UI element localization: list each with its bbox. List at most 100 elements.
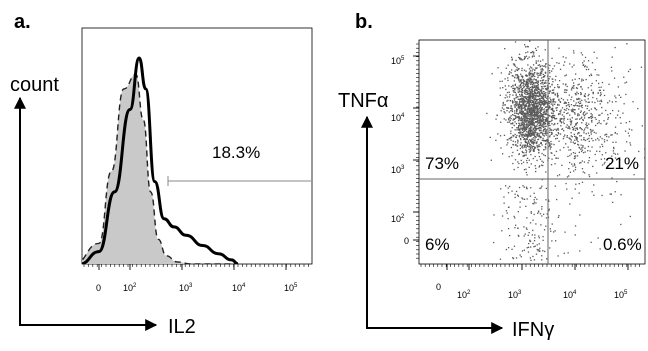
dot-1770 xyxy=(532,96,534,98)
dot-722 xyxy=(536,86,539,88)
dot-2571 xyxy=(536,244,538,246)
dot-2329 xyxy=(583,132,585,134)
dot-188 xyxy=(523,117,525,119)
dot-2205 xyxy=(588,117,591,119)
dot-2554 xyxy=(509,234,511,237)
dot-200 xyxy=(530,163,532,165)
dot-1294 xyxy=(542,79,545,81)
dot-2331 xyxy=(582,152,585,154)
dot-1422 xyxy=(538,72,540,75)
dot-479 xyxy=(529,73,532,75)
dot-1869 xyxy=(520,139,522,141)
dot-864 xyxy=(528,128,530,130)
dot-2176 xyxy=(593,131,595,133)
dot-1349 xyxy=(558,104,560,106)
dot-572 xyxy=(530,113,532,115)
dot-2417 xyxy=(565,74,567,76)
dot-35 xyxy=(519,89,521,91)
dot-525 xyxy=(541,65,543,67)
dot-636 xyxy=(512,134,514,137)
dot-875 xyxy=(523,154,525,157)
dot-329 xyxy=(507,64,509,66)
dot-2301 xyxy=(583,137,585,139)
dot-1359 xyxy=(529,114,531,116)
dot-159 xyxy=(505,88,507,91)
dot-1101 xyxy=(525,120,527,122)
dot-368 xyxy=(526,96,529,98)
dot-1952 xyxy=(582,171,584,173)
dot-557 xyxy=(539,80,542,82)
dot-1916 xyxy=(577,143,579,146)
dot-738 xyxy=(538,111,540,113)
dot-1668 xyxy=(543,94,545,97)
dot-796 xyxy=(558,133,560,135)
dot-1354 xyxy=(518,125,520,128)
dot-1888 xyxy=(544,146,546,148)
dot-753 xyxy=(529,92,531,94)
dot-2089 xyxy=(558,174,561,176)
dot-340 xyxy=(536,109,538,111)
dot-1447 xyxy=(556,137,558,139)
dot-1284 xyxy=(527,125,529,127)
dot-938 xyxy=(526,110,528,112)
dot-1590 xyxy=(524,119,526,121)
dot-431 xyxy=(542,139,545,141)
dot-1627 xyxy=(522,144,524,146)
dot-1265 xyxy=(534,109,536,111)
dot-1045 xyxy=(520,75,523,77)
dot-257 xyxy=(507,99,509,102)
dot-270 xyxy=(530,79,533,81)
dot-546 xyxy=(521,82,523,84)
dot-13 xyxy=(531,82,533,84)
dot-1980 xyxy=(567,102,570,104)
dot-700 xyxy=(519,98,521,101)
dot-679 xyxy=(540,123,542,125)
dot-2163 xyxy=(591,130,593,132)
dot-2603 xyxy=(571,197,573,199)
dot-2442 xyxy=(574,129,577,131)
dot-1336 xyxy=(530,129,532,131)
dot-2453 xyxy=(522,185,524,187)
dot-1665 xyxy=(513,101,515,103)
dot-2481 xyxy=(537,212,539,214)
dot-2167 xyxy=(576,139,578,141)
dot-596 xyxy=(554,86,556,89)
dot-2591 xyxy=(534,196,536,199)
dot-1852 xyxy=(539,115,541,118)
dot-1301 xyxy=(536,133,538,136)
dot-819 xyxy=(554,93,556,95)
dot-1411 xyxy=(535,142,538,144)
dot-1785 xyxy=(532,82,535,84)
dot-818 xyxy=(523,138,525,141)
dot-2146 xyxy=(563,119,565,121)
dot-956 xyxy=(540,70,542,72)
dot-328 xyxy=(526,144,528,146)
dot-2500 xyxy=(507,218,509,220)
dot-2503 xyxy=(538,249,540,251)
dot-2226 xyxy=(580,135,582,137)
dot-566 xyxy=(549,90,551,93)
dot-293 xyxy=(520,142,522,144)
dot-1035 xyxy=(530,145,533,147)
dot-2132 xyxy=(584,56,587,59)
dot-619 xyxy=(534,114,536,116)
dot-2182 xyxy=(573,127,575,129)
dot-1671 xyxy=(533,91,536,93)
dot-2473 xyxy=(543,213,545,215)
dot-2614 xyxy=(597,237,599,239)
dot-1809 xyxy=(521,134,523,136)
dot-934 xyxy=(538,121,540,124)
dot-2578 xyxy=(541,185,543,187)
dot-505 xyxy=(523,127,525,129)
dot-2173 xyxy=(624,82,626,84)
dot-639 xyxy=(528,73,530,75)
dot-167 xyxy=(548,144,551,147)
dot-1136 xyxy=(538,88,540,91)
dot-2242 xyxy=(632,101,634,103)
dot-2577 xyxy=(526,228,528,230)
dot-542 xyxy=(546,120,549,122)
dot-1722 xyxy=(539,119,542,121)
dot-18 xyxy=(527,46,529,48)
dot-2558 xyxy=(553,231,555,233)
dot-235 xyxy=(534,92,537,94)
